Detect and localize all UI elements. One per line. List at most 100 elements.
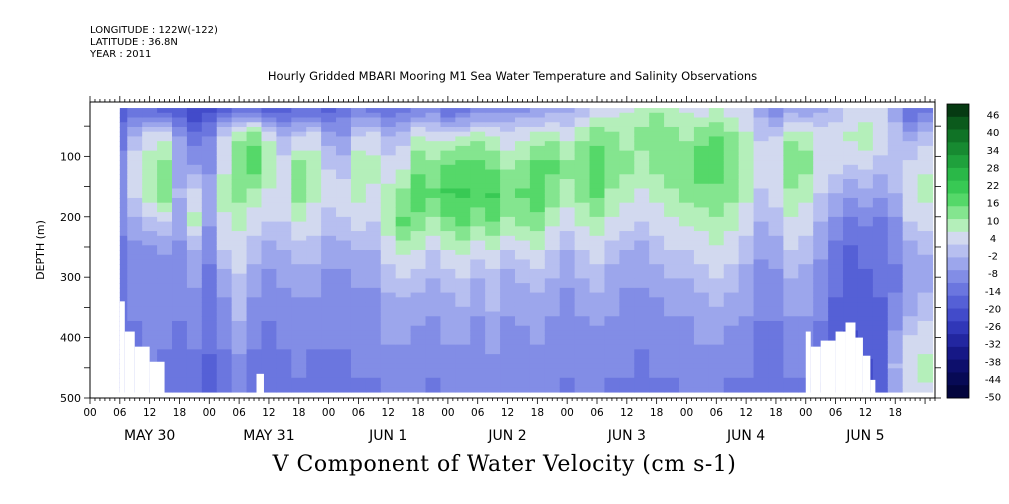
- heatmap-cell: [872, 240, 889, 246]
- heatmap-cell: [201, 373, 218, 379]
- heatmap-cell: [664, 387, 680, 393]
- heatmap-cell: [127, 160, 143, 166]
- heatmap-cell: [336, 349, 352, 355]
- heatmap-cell: [500, 273, 516, 279]
- heatmap-cell: [723, 387, 740, 393]
- heatmap-cell: [395, 292, 412, 298]
- heatmap-cell: [559, 349, 576, 355]
- heatmap-cell: [693, 363, 710, 369]
- heatmap-cell: [783, 202, 799, 209]
- heatmap-cell: [201, 221, 218, 227]
- heatmap-cell: [857, 183, 874, 190]
- heatmap-cell: [365, 273, 382, 279]
- heatmap-cell: [857, 349, 874, 355]
- heatmap-cell: [649, 188, 665, 194]
- heatmap-cell: [828, 169, 844, 175]
- heatmap-cell: [664, 112, 680, 119]
- heatmap-cell: [261, 373, 277, 379]
- heatmap-cell: [723, 245, 740, 251]
- heatmap-cell: [514, 344, 531, 350]
- heatmap-cell: [216, 112, 233, 119]
- heatmap-cell: [619, 231, 635, 237]
- heatmap-cell: [902, 112, 919, 119]
- heatmap-cell: [649, 193, 665, 199]
- heatmap-cell: [291, 240, 307, 246]
- heatmap-cell: [291, 382, 307, 388]
- heatmap-cell: [544, 325, 561, 332]
- heatmap-cell: [902, 330, 919, 336]
- heatmap-cell: [723, 164, 740, 171]
- x-hour-tick-label: 12: [501, 407, 514, 419]
- heatmap-cell: [619, 311, 635, 317]
- heatmap-cell: [455, 108, 471, 114]
- heatmap-cell: [276, 202, 292, 209]
- heatmap-cell: [753, 183, 770, 190]
- heatmap-cell: [768, 330, 784, 336]
- heatmap-cell: [738, 145, 755, 152]
- heatmap-cell: [380, 155, 397, 161]
- heatmap-cell: [365, 283, 382, 289]
- heatmap-cell: [201, 126, 218, 133]
- heatmap-cell: [693, 141, 710, 147]
- heatmap-cell: [872, 387, 889, 393]
- heatmap-cell: [723, 131, 740, 138]
- heatmap-cell: [693, 382, 710, 388]
- heatmap-cell: [440, 231, 456, 237]
- heatmap-cell: [634, 259, 650, 265]
- heatmap-cell: [917, 335, 934, 341]
- heatmap-cell: [485, 174, 501, 180]
- heatmap-cell: [753, 235, 770, 242]
- heatmap-cell: [425, 226, 442, 232]
- heatmap-cell: [887, 320, 904, 327]
- heatmap-cell: [455, 226, 471, 232]
- heatmap-cell: [828, 197, 844, 204]
- heatmap-cell: [514, 169, 531, 175]
- heatmap-cell: [157, 268, 173, 275]
- heatmap-cell: [365, 254, 382, 261]
- heatmap-cell: [336, 325, 352, 332]
- heatmap-cell: [231, 207, 248, 213]
- heatmap-cell: [738, 155, 755, 161]
- heatmap-cell: [216, 363, 233, 369]
- heatmap-cell: [872, 245, 889, 251]
- heatmap-cell: [336, 216, 352, 223]
- heatmap-cell: [872, 136, 889, 142]
- heatmap-cell: [231, 240, 248, 246]
- heatmap-cell: [619, 183, 635, 190]
- heatmap-cell: [828, 264, 844, 270]
- heatmap-cell: [664, 207, 680, 213]
- heatmap-cell: [649, 197, 665, 204]
- heatmap-cell: [738, 335, 755, 341]
- heatmap-cell: [902, 311, 919, 317]
- heatmap-cell: [693, 311, 710, 317]
- heatmap-cell: [887, 193, 904, 199]
- heatmap-cell: [559, 382, 576, 388]
- heatmap-cell: [574, 131, 591, 138]
- heatmap-cell: [589, 231, 606, 237]
- heatmap-cell: [425, 358, 442, 365]
- heatmap-cell: [261, 320, 277, 327]
- heatmap-cell: [872, 174, 889, 180]
- heatmap-cell: [574, 122, 591, 128]
- heatmap-cell: [425, 160, 442, 166]
- heatmap-cell: [395, 112, 412, 119]
- heatmap-cell: [231, 254, 248, 261]
- heatmap-cell: [425, 207, 442, 213]
- heatmap-cell: [917, 254, 934, 261]
- heatmap-cell: [410, 264, 427, 270]
- heatmap-cell: [798, 302, 814, 308]
- heatmap-cell: [485, 131, 501, 138]
- heatmap-cell: [813, 108, 829, 114]
- heatmap-cell: [500, 197, 516, 204]
- heatmap-cell: [619, 188, 635, 194]
- heatmap-cell: [172, 245, 188, 251]
- heatmap-cell: [246, 325, 263, 332]
- heatmap-cell: [306, 231, 322, 237]
- heatmap-cell: [917, 292, 934, 298]
- heatmap-cell: [574, 358, 591, 365]
- heatmap-cell: [514, 278, 531, 284]
- colorbar-label: -38: [985, 357, 1001, 368]
- heatmap-cell: [365, 226, 382, 232]
- heatmap-cell: [350, 344, 367, 350]
- heatmap-cell: [172, 382, 188, 388]
